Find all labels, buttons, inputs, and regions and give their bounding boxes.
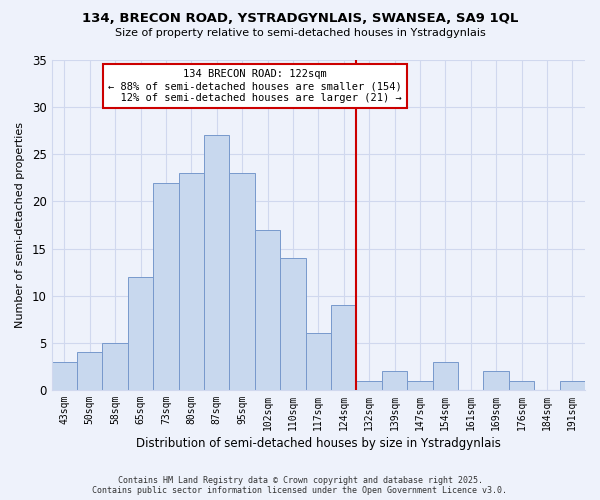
Y-axis label: Number of semi-detached properties: Number of semi-detached properties bbox=[15, 122, 25, 328]
Bar bbox=[433, 362, 458, 390]
Bar bbox=[128, 277, 153, 390]
Bar bbox=[407, 380, 433, 390]
Bar bbox=[484, 371, 509, 390]
Bar bbox=[280, 258, 305, 390]
Bar bbox=[103, 343, 128, 390]
Bar bbox=[560, 380, 585, 390]
Bar bbox=[229, 173, 255, 390]
Bar bbox=[77, 352, 103, 390]
Bar bbox=[52, 362, 77, 390]
Bar bbox=[179, 173, 204, 390]
Bar bbox=[255, 230, 280, 390]
Bar bbox=[331, 305, 356, 390]
Bar bbox=[153, 182, 179, 390]
Text: 134 BRECON ROAD: 122sqm
← 88% of semi-detached houses are smaller (154)
  12% of: 134 BRECON ROAD: 122sqm ← 88% of semi-de… bbox=[108, 70, 402, 102]
Bar bbox=[305, 334, 331, 390]
Bar bbox=[509, 380, 534, 390]
Text: Size of property relative to semi-detached houses in Ystradgynlais: Size of property relative to semi-detach… bbox=[115, 28, 485, 38]
Bar bbox=[356, 380, 382, 390]
Text: 134, BRECON ROAD, YSTRADGYNLAIS, SWANSEA, SA9 1QL: 134, BRECON ROAD, YSTRADGYNLAIS, SWANSEA… bbox=[82, 12, 518, 26]
Bar bbox=[382, 371, 407, 390]
Text: Contains HM Land Registry data © Crown copyright and database right 2025.
Contai: Contains HM Land Registry data © Crown c… bbox=[92, 476, 508, 495]
X-axis label: Distribution of semi-detached houses by size in Ystradgynlais: Distribution of semi-detached houses by … bbox=[136, 437, 501, 450]
Bar bbox=[204, 136, 229, 390]
